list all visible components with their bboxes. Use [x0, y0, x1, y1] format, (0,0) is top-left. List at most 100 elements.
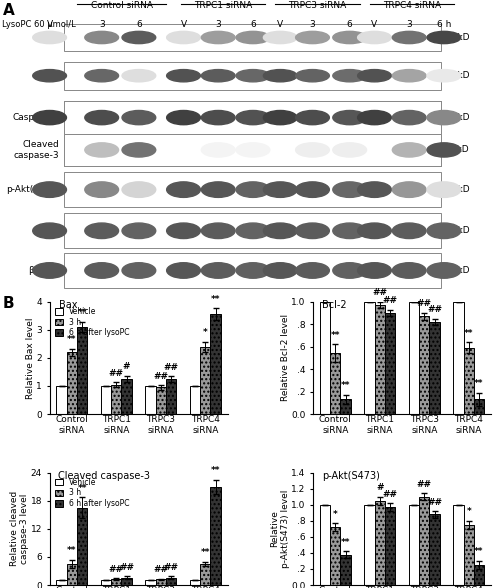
- FancyBboxPatch shape: [64, 101, 441, 134]
- Ellipse shape: [333, 263, 367, 278]
- Y-axis label: Relative cleaved
caspase-3 level: Relative cleaved caspase-3 level: [10, 491, 29, 566]
- Bar: [464, 525, 474, 585]
- Ellipse shape: [427, 143, 461, 157]
- Ellipse shape: [392, 31, 426, 44]
- Bar: [67, 352, 77, 414]
- Text: **: **: [67, 335, 76, 345]
- Ellipse shape: [122, 223, 156, 239]
- Text: *: *: [333, 510, 338, 519]
- Legend: Vehicle, 3 h, 6 h after lysoPC: Vehicle, 3 h, 6 h after lysoPC: [54, 305, 131, 339]
- Bar: [166, 379, 176, 414]
- Text: ##: ##: [382, 490, 397, 499]
- Bar: [409, 505, 419, 585]
- Bar: [385, 507, 395, 585]
- Text: ##: ##: [417, 480, 432, 489]
- Bar: [145, 386, 156, 414]
- Text: Bax: Bax: [43, 33, 60, 42]
- Ellipse shape: [122, 263, 156, 278]
- Ellipse shape: [263, 69, 297, 82]
- Text: ##: ##: [153, 372, 168, 380]
- Text: p-Akt(S473): p-Akt(S473): [322, 471, 380, 481]
- Text: 23kD: 23kD: [446, 33, 470, 42]
- Legend: Vehicle, 3 h, 6 h after lysoPC: Vehicle, 3 h, 6 h after lysoPC: [54, 476, 131, 510]
- Bar: [430, 322, 439, 414]
- Ellipse shape: [263, 31, 297, 44]
- Bar: [430, 514, 439, 585]
- Bar: [365, 302, 374, 414]
- Bar: [365, 505, 374, 585]
- Ellipse shape: [392, 223, 426, 239]
- Bar: [156, 579, 166, 585]
- Y-axis label: Relative Bcl-2 level: Relative Bcl-2 level: [281, 315, 290, 402]
- Text: TRPC4 siRNA: TRPC4 siRNA: [382, 2, 441, 11]
- Bar: [200, 347, 210, 414]
- Text: Bcl-2: Bcl-2: [37, 71, 60, 80]
- Ellipse shape: [427, 31, 461, 44]
- Ellipse shape: [392, 143, 426, 157]
- Ellipse shape: [201, 111, 235, 125]
- Text: ##: ##: [427, 497, 442, 507]
- Ellipse shape: [358, 31, 391, 44]
- Ellipse shape: [358, 223, 391, 239]
- Text: **: **: [77, 484, 87, 493]
- Bar: [210, 487, 221, 585]
- Bar: [419, 497, 430, 585]
- Ellipse shape: [33, 223, 66, 239]
- Text: V: V: [277, 21, 283, 29]
- Bar: [111, 385, 122, 414]
- Ellipse shape: [167, 31, 200, 44]
- Ellipse shape: [33, 263, 66, 278]
- Bar: [419, 316, 430, 414]
- Bar: [340, 399, 351, 414]
- Ellipse shape: [263, 182, 297, 198]
- Ellipse shape: [358, 111, 391, 125]
- Ellipse shape: [122, 182, 156, 198]
- Text: ##: ##: [109, 369, 124, 378]
- Text: 19kD: 19kD: [446, 145, 470, 155]
- Text: Cleaved caspase-3: Cleaved caspase-3: [59, 471, 150, 481]
- Bar: [409, 302, 419, 414]
- Text: **: **: [211, 466, 220, 475]
- Text: **: **: [77, 308, 87, 318]
- Text: 32kD: 32kD: [446, 113, 470, 122]
- Bar: [111, 579, 122, 585]
- Ellipse shape: [236, 143, 270, 157]
- Text: LysoPC 60 μmol/L: LysoPC 60 μmol/L: [2, 21, 76, 29]
- Ellipse shape: [122, 111, 156, 125]
- Text: ##: ##: [417, 299, 432, 308]
- Text: Control siRNA: Control siRNA: [90, 2, 152, 11]
- Text: **: **: [67, 546, 76, 555]
- Ellipse shape: [33, 182, 66, 198]
- Bar: [101, 386, 111, 414]
- Text: 6: 6: [250, 21, 256, 29]
- Bar: [385, 313, 395, 414]
- Text: ##: ##: [372, 288, 387, 297]
- Bar: [122, 577, 132, 585]
- Text: 6: 6: [347, 21, 353, 29]
- Bar: [190, 580, 200, 585]
- Ellipse shape: [392, 69, 426, 82]
- Text: *: *: [466, 507, 471, 516]
- Ellipse shape: [33, 31, 66, 44]
- Ellipse shape: [333, 182, 367, 198]
- Text: **: **: [211, 295, 220, 303]
- Ellipse shape: [392, 111, 426, 125]
- Ellipse shape: [85, 31, 119, 44]
- Ellipse shape: [333, 111, 367, 125]
- Bar: [67, 564, 77, 585]
- Y-axis label: Relative
p-Akt(S473) level: Relative p-Akt(S473) level: [270, 490, 290, 568]
- Text: 3: 3: [406, 21, 412, 29]
- Bar: [453, 302, 464, 414]
- Ellipse shape: [427, 111, 461, 125]
- Ellipse shape: [427, 263, 461, 278]
- Text: 28kD: 28kD: [446, 71, 470, 80]
- Ellipse shape: [201, 143, 235, 157]
- Y-axis label: Relative Bax level: Relative Bax level: [26, 317, 35, 399]
- FancyBboxPatch shape: [64, 62, 441, 90]
- Text: 6: 6: [136, 21, 142, 29]
- Ellipse shape: [333, 31, 367, 44]
- Text: 60kD: 60kD: [446, 185, 470, 194]
- Bar: [190, 386, 200, 414]
- Ellipse shape: [427, 223, 461, 239]
- Text: **: **: [341, 382, 350, 390]
